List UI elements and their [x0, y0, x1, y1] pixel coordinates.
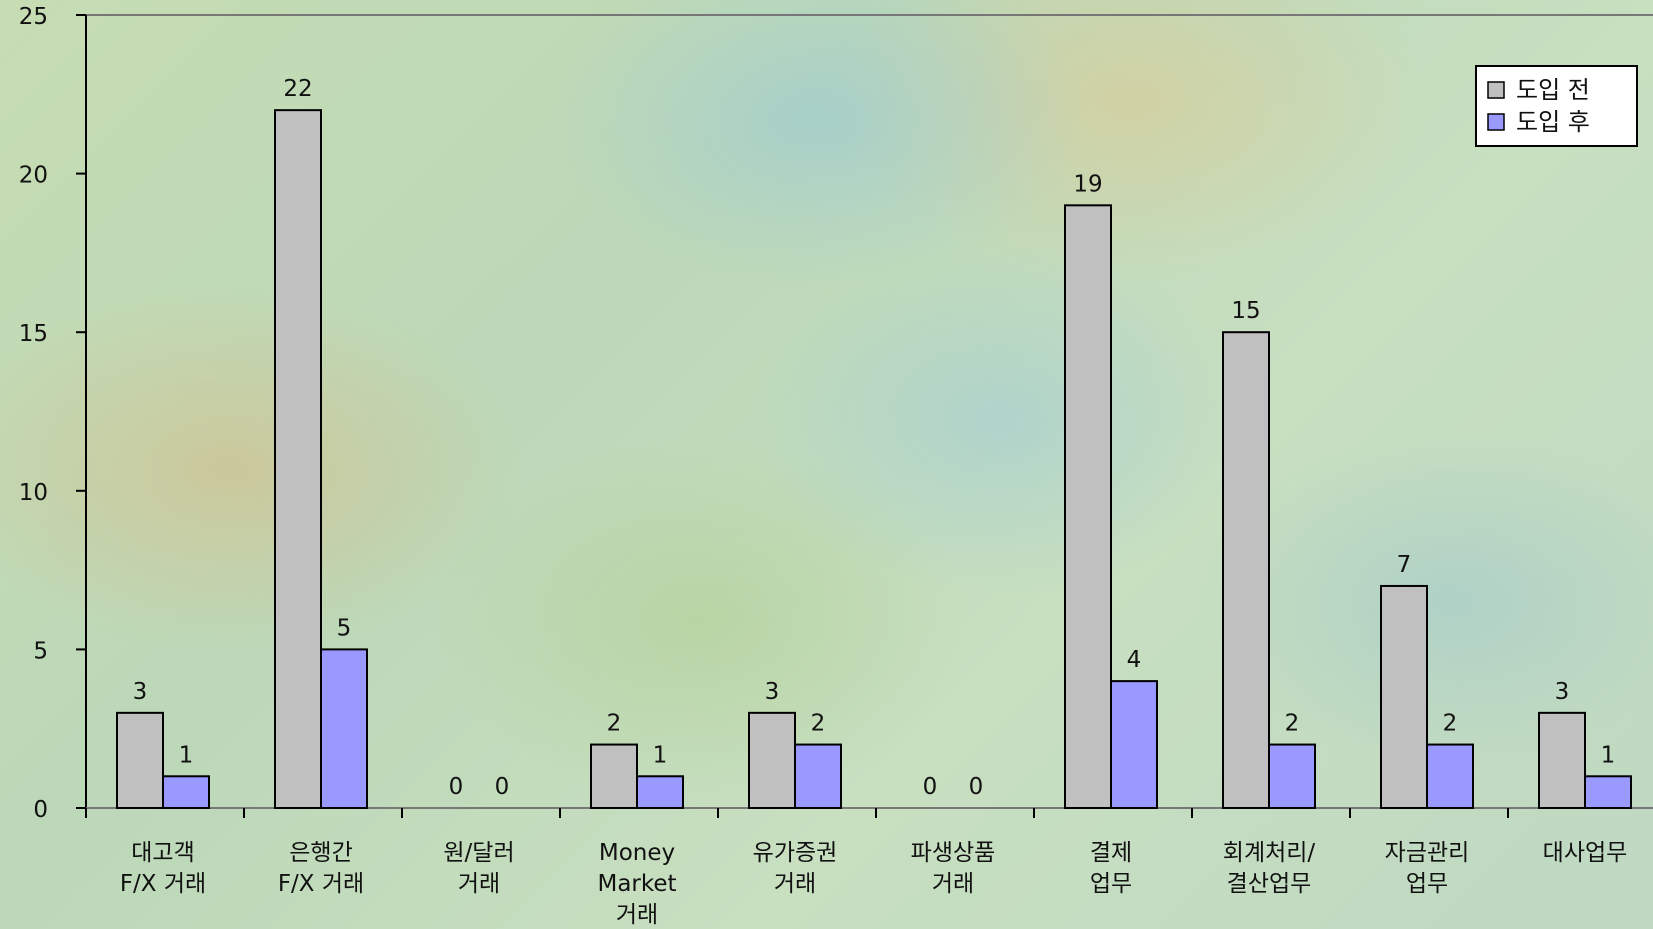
category-label: 회계처리/ [1223, 840, 1316, 866]
legend-box [1475, 65, 1638, 147]
category-label: F/X 거래 [120, 871, 206, 897]
data-label: 22 [283, 76, 312, 102]
category-label: 업무 [1406, 871, 1448, 897]
data-label: 3 [765, 679, 780, 705]
category-label: F/X 거래 [278, 871, 364, 897]
data-label: 2 [1285, 711, 1300, 737]
y-tick-label: 15 [19, 321, 48, 347]
legend: 도입 전도입 후 [1475, 65, 1638, 147]
category-label: 자금관리 [1385, 840, 1470, 866]
data-label: 0 [923, 774, 938, 800]
bar [274, 109, 322, 810]
data-label: 2 [607, 711, 622, 737]
category-label: Money [599, 840, 675, 866]
bar [1380, 584, 1428, 810]
category-label: 거래 [932, 871, 974, 897]
data-label: 15 [1231, 298, 1260, 324]
bars [116, 109, 1632, 810]
bar [116, 711, 164, 810]
bar [590, 743, 638, 809]
legend-swatch [1487, 113, 1505, 131]
data-label: 0 [969, 774, 984, 800]
bar [320, 648, 368, 810]
y-tick-label: 25 [19, 4, 48, 30]
data-label: 1 [179, 742, 194, 768]
bar [1426, 743, 1474, 809]
data-label: 1 [653, 742, 668, 768]
category-label: 대사업무 [1543, 840, 1628, 866]
category-label: 결제 [1090, 840, 1132, 866]
bar [636, 775, 684, 810]
category-label: 대고객 [131, 840, 194, 866]
data-label: 4 [1127, 647, 1142, 673]
data-labels: 3 1 22 5 0 0 2 1 3 2 0 0 19 4 15 2 7 2 3 1 [133, 76, 1616, 800]
category-label: 거래 [616, 902, 658, 928]
y-tick-label: 10 [19, 480, 48, 506]
data-label: 3 [133, 679, 148, 705]
bar [794, 743, 842, 809]
data-label: 1 [1601, 742, 1616, 768]
data-label: 0 [495, 774, 510, 800]
data-label: 0 [449, 774, 464, 800]
y-tick-label: 20 [19, 163, 48, 189]
data-label: 5 [337, 615, 352, 641]
category-label: 유가증권 [753, 840, 838, 866]
legend-swatch [1487, 81, 1505, 99]
bar [1584, 775, 1632, 810]
data-label: 3 [1555, 679, 1570, 705]
category-label: 은행간 [289, 840, 352, 866]
category-label: 거래 [774, 871, 816, 897]
y-tick-label: 0 [33, 797, 48, 823]
bar [162, 775, 210, 810]
category-label: Market [597, 871, 676, 897]
category-label: 원/달러 [443, 840, 514, 866]
legend-label: 도입 전 [1516, 76, 1590, 104]
data-label: 7 [1397, 552, 1412, 578]
data-label: 19 [1073, 171, 1102, 197]
bar [1268, 743, 1316, 809]
category-label: 업무 [1090, 871, 1132, 897]
category-label: 파생상품 [911, 840, 996, 866]
bar [748, 711, 796, 810]
category-label: 거래 [458, 871, 500, 897]
legend-label: 도입 후 [1516, 108, 1590, 136]
bar [1222, 331, 1270, 809]
y-tick-label: 5 [33, 638, 48, 664]
bar [1110, 680, 1158, 809]
bar [1064, 204, 1112, 809]
data-label: 2 [811, 711, 826, 737]
bar [1538, 711, 1586, 810]
data-label: 2 [1443, 711, 1458, 737]
category-label: 결산업무 [1227, 871, 1312, 897]
